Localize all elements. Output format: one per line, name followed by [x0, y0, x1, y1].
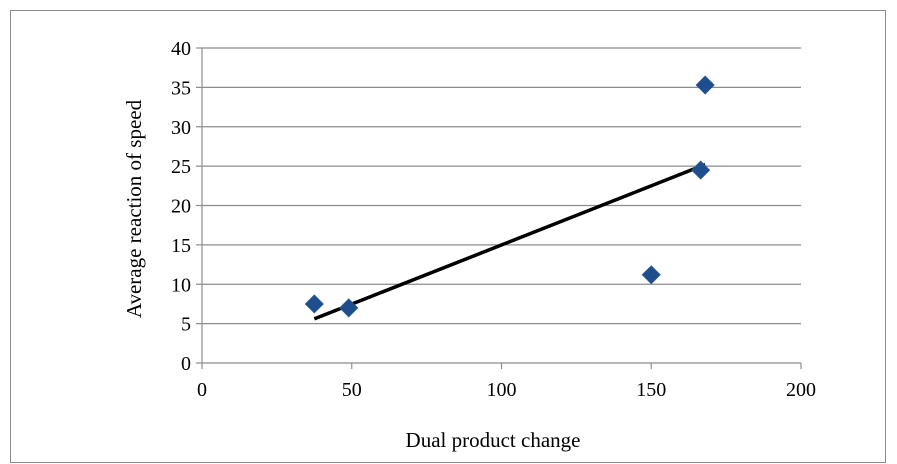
x-tick-label: 150 [636, 379, 666, 401]
y-tick-label: 15 [171, 235, 191, 257]
x-axis-title: Dual product change [406, 428, 581, 452]
data-point [339, 298, 359, 318]
scatter-chart: 0 5 10 15 20 25 30 35 40 0 50 100 150 200 Dual produ… [122, 38, 816, 452]
trendline [313, 162, 706, 321]
y-tick-label: 25 [171, 156, 191, 178]
data-point [641, 265, 661, 285]
axes [196, 47, 802, 369]
chart-frame: 0 5 10 15 20 25 30 35 40 0 50 100 150 200 Dual produ… [10, 10, 886, 463]
data-point [304, 294, 324, 314]
data-points [304, 75, 715, 318]
x-tick-label: 50 [342, 379, 362, 401]
data-point [695, 75, 715, 95]
y-tick-label: 10 [171, 274, 191, 296]
y-tick-labels: 0 5 10 15 20 25 30 35 40 [171, 38, 191, 375]
y-tick-label: 35 [171, 77, 191, 99]
y-tick-label: 20 [171, 196, 191, 218]
trendline-layer [313, 162, 706, 321]
x-tick-labels: 0 50 100 150 200 [197, 379, 816, 401]
y-tick-label: 0 [181, 353, 191, 375]
y-tick-label: 5 [181, 314, 191, 336]
x-tick-label: 200 [786, 379, 816, 401]
x-tick-label: 0 [197, 379, 207, 401]
data-point [691, 160, 711, 180]
y-tick-label: 30 [171, 117, 191, 139]
y-tick-label: 40 [171, 38, 191, 60]
y-axis-title: Average reaction of speed [122, 99, 146, 318]
gridlines [202, 47, 801, 325]
x-tick-label: 100 [487, 379, 517, 401]
